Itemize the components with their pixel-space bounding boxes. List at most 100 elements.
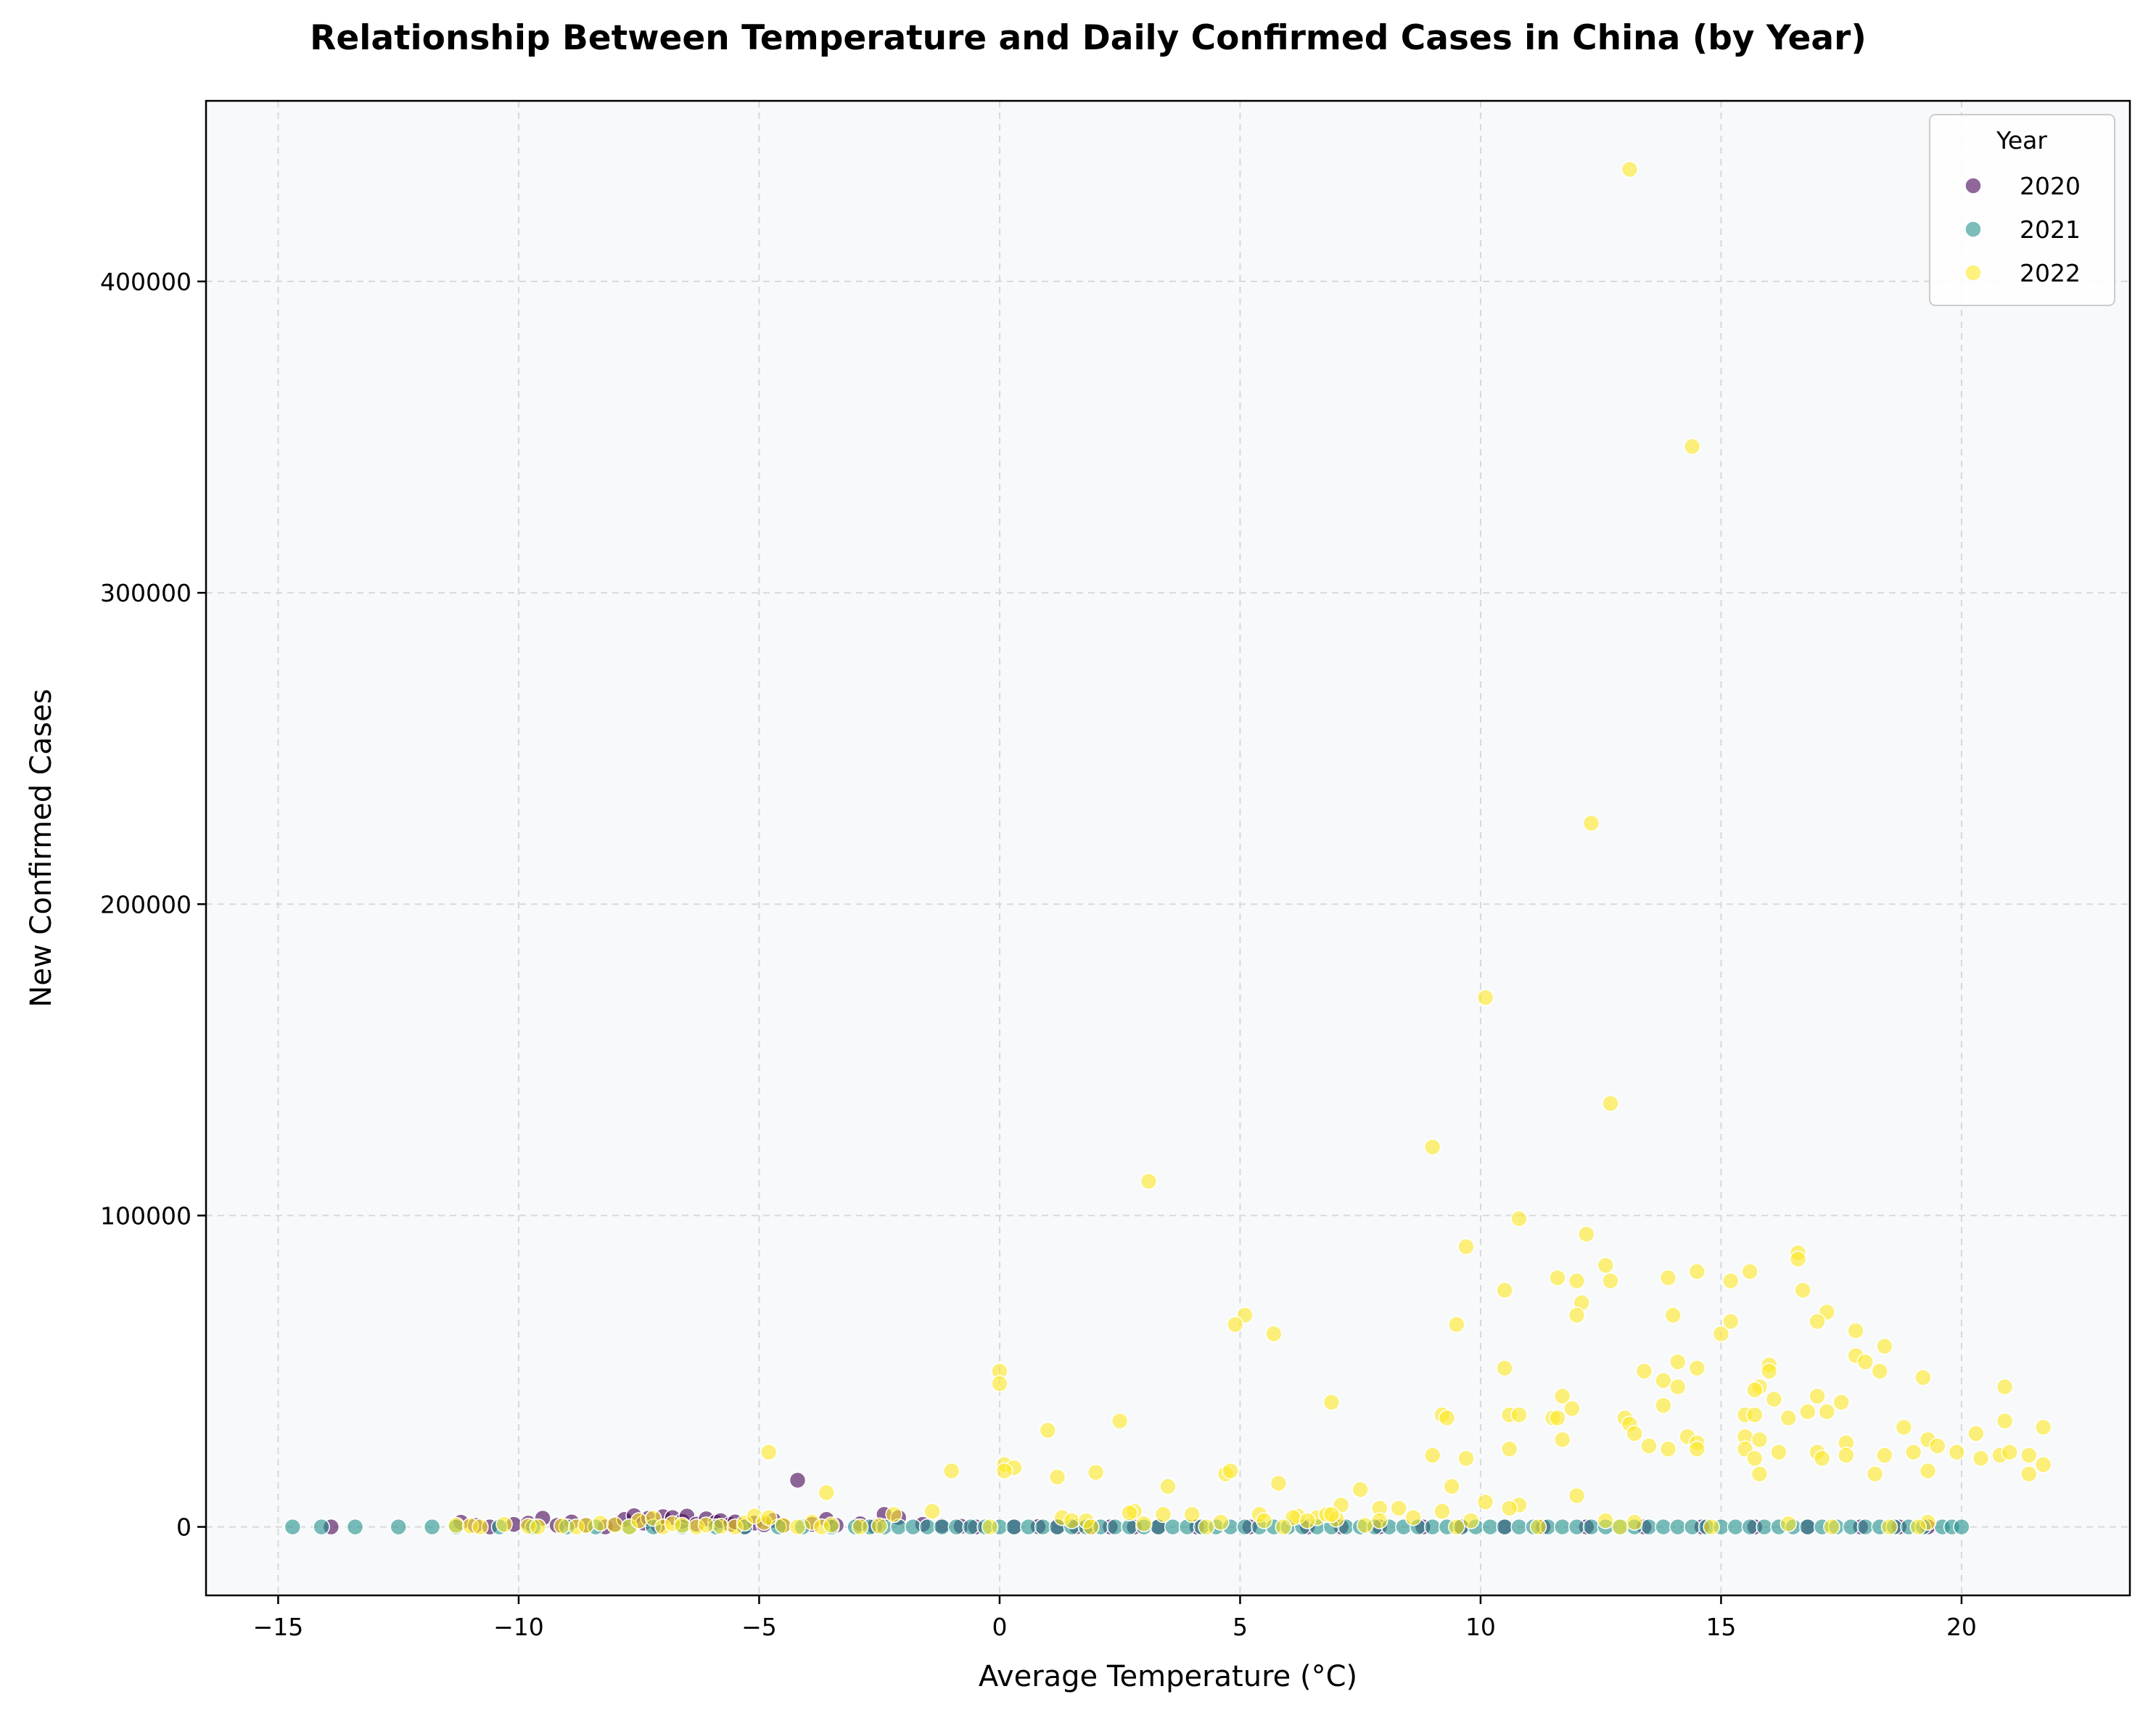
x-tick-label: −10 — [493, 1613, 544, 1641]
legend-marker-2022 — [1964, 264, 1982, 281]
data-point-2022 — [1553, 1431, 1571, 1449]
data-point-2021 — [1953, 1518, 1970, 1536]
data-point-2022 — [1895, 1418, 1913, 1436]
data-point-2022 — [1154, 1505, 1172, 1524]
data-point-2022 — [1640, 1437, 1658, 1455]
data-point-2022 — [1909, 1518, 1927, 1536]
data-point-2022 — [1799, 1403, 1816, 1421]
data-point-2022 — [1996, 1378, 2014, 1396]
data-point-2022 — [1789, 1250, 1807, 1268]
data-point-2022 — [1476, 1493, 1494, 1511]
data-point-2022 — [1914, 1368, 1932, 1386]
data-point-2022 — [1602, 1272, 1619, 1290]
data-point-2022 — [697, 1516, 715, 1534]
data-point-2022 — [1809, 1387, 1826, 1405]
data-point-2022 — [1746, 1450, 1764, 1467]
data-point-2022 — [1703, 1518, 1720, 1536]
data-point-2022 — [1438, 1409, 1456, 1427]
data-point-2022 — [1457, 1238, 1475, 1256]
data-point-2022 — [1135, 1515, 1153, 1533]
data-point-2022 — [529, 1518, 547, 1536]
x-tick-label: −15 — [253, 1613, 304, 1641]
data-point-2021 — [1510, 1518, 1528, 1536]
data-point-2022 — [1597, 1512, 1615, 1529]
data-point-2022 — [1721, 1312, 1740, 1331]
data-point-2022 — [885, 1505, 902, 1524]
data-point-2021 — [947, 1518, 966, 1536]
data-point-2022 — [1823, 1518, 1840, 1536]
y-tick-label: 400000 — [100, 268, 192, 296]
x-tick-label: 0 — [992, 1613, 1007, 1641]
data-point-2022 — [1779, 1409, 1798, 1427]
data-point-2022 — [673, 1516, 691, 1534]
data-point-2022 — [1746, 1381, 1764, 1399]
data-point-2022 — [1876, 1447, 1893, 1464]
data-point-2022 — [1582, 814, 1600, 832]
data-point-2021 — [933, 1518, 951, 1536]
data-point-2022 — [1443, 1478, 1460, 1495]
data-point-2022 — [1457, 1450, 1475, 1467]
data-point-2022 — [1597, 1257, 1615, 1274]
data-point-2022 — [1655, 1397, 1672, 1414]
data-point-2022 — [1919, 1462, 1937, 1480]
data-point-2021 — [346, 1518, 364, 1536]
data-point-2022 — [1813, 1450, 1831, 1467]
data-point-2022 — [760, 1443, 778, 1461]
data-point-2022 — [1048, 1468, 1066, 1486]
data-point-2022 — [1721, 1272, 1740, 1290]
data-point-2021 — [1019, 1518, 1037, 1536]
data-point-2021 — [1496, 1518, 1513, 1536]
data-point-2022 — [1712, 1325, 1730, 1343]
data-point-2022 — [1683, 437, 1701, 456]
data-point-2022 — [1529, 1518, 1547, 1536]
data-point-2022 — [1688, 1440, 1706, 1458]
data-point-2022 — [1227, 1315, 1244, 1333]
data-point-2022 — [1765, 1390, 1783, 1408]
data-point-2022 — [1568, 1487, 1586, 1505]
data-point-2021 — [390, 1518, 407, 1536]
data-point-2022 — [1423, 1447, 1441, 1464]
data-point-2021 — [1106, 1518, 1124, 1536]
data-point-2021 — [284, 1518, 302, 1536]
data-point-2022 — [1880, 1518, 1898, 1536]
axis-ticks: −15 −10 −5 0 5 10 15 20 0 100000 200000 300000 40000… — [100, 268, 1977, 1641]
data-point-2022 — [1500, 1500, 1518, 1517]
data-point-2022 — [1039, 1421, 1056, 1439]
data-point-2022 — [1602, 1095, 1619, 1112]
data-point-2022 — [1270, 1474, 1288, 1492]
data-point-2022 — [1111, 1412, 1129, 1430]
data-point-2022 — [1770, 1443, 1787, 1461]
data-point-2022 — [1688, 1262, 1706, 1281]
data-point-2022 — [1871, 1363, 1888, 1380]
data-point-2022 — [1222, 1462, 1239, 1480]
data-point-2021 — [1553, 1518, 1571, 1536]
data-point-2022 — [1750, 1431, 1769, 1449]
y-tick-label: 100000 — [100, 1201, 192, 1230]
y-axis-label: New Confirmed Cases — [25, 689, 58, 1007]
data-point-2022 — [1809, 1312, 1826, 1331]
data-point-2022 — [1140, 1172, 1158, 1190]
data-point-2022 — [577, 1516, 595, 1534]
data-point-2022 — [2034, 1456, 2052, 1474]
data-point-2022 — [606, 1516, 624, 1534]
data-point-2021 — [1655, 1518, 1672, 1536]
data-point-2022 — [1669, 1353, 1687, 1370]
data-point-2022 — [1568, 1307, 1586, 1324]
data-point-2022 — [774, 1516, 792, 1534]
data-point-2022 — [871, 1517, 888, 1535]
data-point-2022 — [1510, 1209, 1528, 1228]
data-point-2022 — [1370, 1512, 1388, 1529]
data-point-2022 — [1553, 1387, 1571, 1405]
data-point-2022 — [1967, 1425, 1985, 1442]
data-point-2022 — [1183, 1505, 1201, 1524]
plot-frame — [205, 99, 2131, 1597]
data-point-2022 — [1761, 1363, 1778, 1380]
data-point-2022 — [1794, 1281, 1811, 1299]
data-point-2022 — [1198, 1518, 1215, 1536]
data-point-2022 — [991, 1375, 1008, 1392]
data-point-2022 — [942, 1462, 960, 1480]
data-point-2022 — [760, 1508, 778, 1526]
data-point-2021 — [423, 1518, 441, 1536]
